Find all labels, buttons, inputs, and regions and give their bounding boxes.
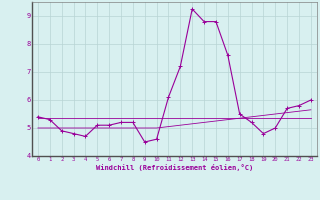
X-axis label: Windchill (Refroidissement éolien,°C): Windchill (Refroidissement éolien,°C) [96, 164, 253, 171]
